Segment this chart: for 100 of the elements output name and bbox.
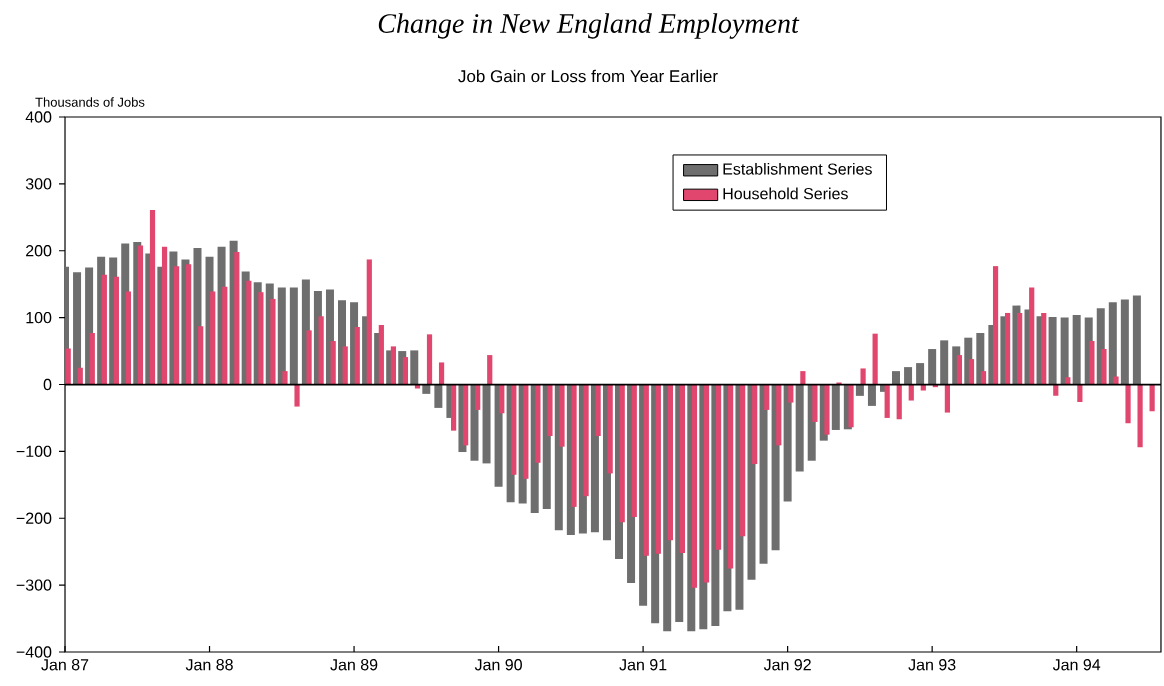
legend-label: Household Series: [723, 187, 848, 200]
bar: [511, 384, 517, 475]
bar: [499, 384, 505, 414]
bar: [968, 359, 975, 385]
bar: [795, 384, 804, 472]
bar: [571, 384, 577, 507]
bar: [956, 355, 963, 385]
bar: [1072, 314, 1081, 385]
bar: [451, 384, 457, 431]
bar: [1041, 312, 1047, 385]
y-tick-label: −100: [16, 445, 52, 458]
x-tick-label: Jan 94: [1052, 659, 1101, 671]
bar: [101, 274, 107, 385]
y-tick-label: 300: [25, 178, 52, 190]
bar: [860, 368, 866, 385]
bar: [125, 291, 132, 385]
x-tick-label: Jan 89: [330, 659, 378, 671]
bar: [896, 384, 902, 420]
bar: [487, 355, 493, 385]
bar: [944, 384, 950, 413]
bar: [1137, 384, 1143, 448]
bar: [848, 384, 854, 428]
bar: [277, 287, 286, 385]
bar: [482, 384, 491, 464]
y-tick-label: 0: [43, 378, 52, 391]
bar: [174, 266, 180, 385]
bar: [161, 246, 168, 385]
bar: [1048, 316, 1057, 385]
bar: [1060, 317, 1069, 385]
bar: [759, 384, 768, 564]
bar: [607, 384, 613, 474]
bar: [366, 259, 372, 385]
bar: [306, 330, 312, 385]
bar: [438, 362, 445, 385]
bar: [667, 384, 673, 541]
bar: [740, 384, 746, 537]
bar: [523, 384, 529, 479]
bar: [595, 384, 601, 436]
bar: [916, 363, 925, 385]
bar: [330, 341, 336, 385]
bar: [1089, 341, 1095, 385]
bar: [1053, 384, 1059, 396]
bar: [831, 384, 840, 430]
bar: [1005, 312, 1011, 385]
bar: [65, 348, 71, 385]
bar: [992, 266, 999, 385]
bar: [1125, 384, 1131, 424]
bar: [884, 384, 890, 418]
bar: [872, 333, 878, 385]
bar: [752, 384, 758, 465]
bar: [812, 384, 818, 422]
bar: [354, 326, 360, 385]
bar: [1132, 295, 1141, 385]
bar: [210, 291, 216, 385]
bar: [1149, 384, 1155, 412]
bar: [691, 384, 698, 588]
bar: [390, 346, 396, 385]
bar: [715, 384, 722, 550]
bar: [788, 384, 794, 403]
bar: [928, 349, 937, 385]
chart-subtitle: Job Gain or Loss from Year Earlier: [458, 69, 718, 83]
bar: [318, 316, 324, 385]
x-tick-label: Jan 90: [474, 659, 522, 671]
bar: [198, 326, 204, 385]
bar: [270, 298, 276, 385]
bar: [619, 384, 625, 523]
bar: [655, 384, 661, 554]
bar: [940, 340, 949, 385]
bar: [867, 384, 876, 406]
x-tick-label: Jan 88: [185, 659, 233, 671]
bar: [583, 384, 589, 497]
bar: [258, 292, 264, 385]
y-tick-label: −300: [16, 579, 52, 591]
bar: [246, 280, 252, 385]
bar: [475, 384, 481, 410]
bar: [1120, 299, 1129, 385]
y-tick-label: 400: [25, 111, 52, 123]
bar: [89, 333, 95, 385]
bar: [559, 384, 565, 447]
bar: [908, 384, 914, 401]
bar: [234, 252, 240, 385]
bar: [855, 384, 864, 396]
y-tick-label: 200: [26, 245, 52, 257]
x-tick-label: Jan 93: [908, 659, 956, 671]
bar: [186, 264, 192, 385]
bar: [535, 384, 541, 463]
chart-title: Change in New England Employment: [378, 13, 800, 39]
legend-label: Establishment Series: [723, 162, 872, 175]
bar: [289, 287, 298, 385]
bar: [1108, 302, 1117, 385]
bar: [892, 371, 901, 385]
bar: [402, 357, 409, 385]
bar: [426, 334, 433, 385]
y-tick-label: −200: [16, 512, 52, 524]
bar: [137, 245, 144, 385]
y-tick-label: −400: [16, 646, 52, 658]
bar: [1017, 312, 1023, 385]
bar: [342, 346, 348, 385]
bar: [1101, 349, 1107, 385]
bar: [149, 209, 156, 385]
